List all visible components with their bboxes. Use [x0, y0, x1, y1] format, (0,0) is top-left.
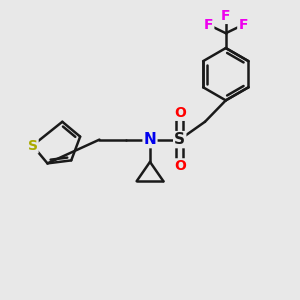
- Text: O: O: [174, 159, 186, 173]
- Text: F: F: [221, 9, 230, 23]
- Text: F: F: [238, 18, 248, 32]
- Text: N: N: [144, 132, 156, 147]
- Text: F: F: [204, 18, 213, 32]
- Text: S: S: [174, 132, 185, 147]
- Text: O: O: [174, 106, 186, 120]
- Text: S: S: [28, 139, 38, 152]
